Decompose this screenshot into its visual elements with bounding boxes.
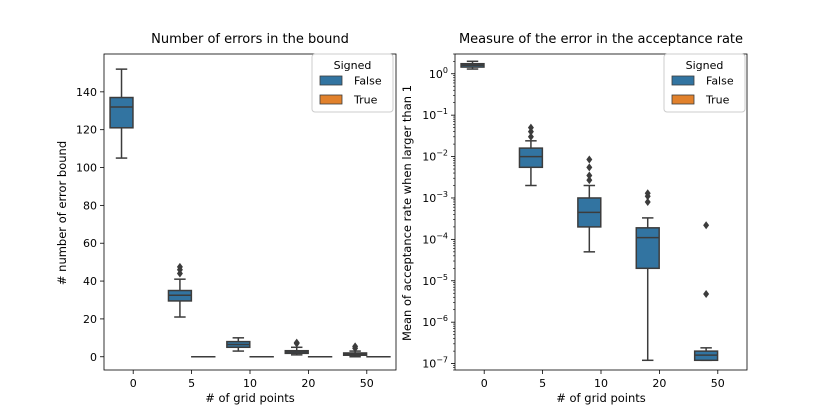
x-tick-label: 10 bbox=[243, 377, 257, 390]
x-tick-label: 0 bbox=[481, 377, 488, 390]
left-chart-legend: Signed False True bbox=[311, 53, 394, 113]
y-tick-label: 100 bbox=[429, 66, 448, 81]
legend-label-false: False bbox=[354, 75, 382, 88]
outlier-marker bbox=[586, 176, 593, 185]
outlier-marker bbox=[527, 132, 534, 141]
legend-swatch-true bbox=[319, 94, 343, 105]
y-tick-label: 40 bbox=[83, 275, 97, 288]
y-tick-label: 0 bbox=[90, 351, 97, 364]
outlier-marker bbox=[644, 189, 651, 198]
right-chart-plot: 100 10−1 10−2 10−3 10−4 10−5 10−6 10−7 0 5 10 20 50 bbox=[422, 53, 748, 390]
x-tick-label: 50 bbox=[711, 377, 725, 390]
outlier-marker bbox=[586, 163, 593, 172]
legend-swatch-false bbox=[671, 75, 695, 86]
x-tick-label: 10 bbox=[594, 377, 608, 390]
outlier-marker bbox=[352, 342, 359, 351]
y-tick-label: 60 bbox=[83, 237, 97, 250]
outlier-marker bbox=[586, 155, 593, 164]
legend-label-false: False bbox=[706, 75, 734, 88]
left-chart: Number of errors in the bound 0 20 40 60 80 1… bbox=[55, 32, 397, 405]
outlier-marker bbox=[703, 289, 710, 298]
x-tick-label: 20 bbox=[652, 377, 666, 390]
y-tick-label: 10−1 bbox=[422, 107, 448, 122]
outlier-marker bbox=[527, 123, 534, 132]
legend-title: Signed bbox=[686, 59, 724, 72]
y-tick-label: 10−4 bbox=[422, 231, 448, 246]
legend-label-true: True bbox=[353, 94, 378, 107]
y-tick-label: 100 bbox=[76, 162, 97, 175]
right-chart: Measure of the error in the acceptance r… bbox=[400, 32, 748, 405]
left-chart-ylabel: # number of error bound bbox=[55, 141, 69, 285]
left-chart-plot: 0 20 40 60 80 100 120 140 0 5 10 20 50 bbox=[76, 53, 397, 390]
x-tick-label: 5 bbox=[539, 377, 546, 390]
y-tick-label: 10−7 bbox=[422, 356, 448, 371]
box bbox=[109, 96, 134, 129]
y-tick-label: 10−2 bbox=[422, 149, 448, 164]
x-tick-label: 20 bbox=[301, 377, 315, 390]
legend-label-true: True bbox=[705, 94, 730, 107]
outlier-marker bbox=[527, 127, 534, 136]
x-tick-label: 50 bbox=[360, 377, 374, 390]
y-tick-label: 10−3 bbox=[422, 190, 448, 205]
y-tick-label: 120 bbox=[76, 124, 97, 137]
y-tick-label: 140 bbox=[76, 86, 97, 99]
right-chart-legend: Signed False True bbox=[663, 53, 746, 113]
outlier-marker bbox=[586, 171, 593, 180]
y-tick-label: 80 bbox=[83, 199, 97, 212]
box bbox=[518, 147, 544, 169]
x-tick-label: 5 bbox=[188, 377, 195, 390]
left-chart-title: Number of errors in the bound bbox=[151, 32, 349, 47]
right-chart-ylabel: Mean of acceptance rate when larger than… bbox=[400, 85, 414, 341]
y-tick-label: 20 bbox=[83, 313, 97, 326]
left-chart-xlabel: # of grid points bbox=[205, 391, 295, 405]
outlier-marker bbox=[293, 338, 300, 347]
legend-swatch-true bbox=[671, 94, 695, 105]
box bbox=[635, 227, 660, 270]
axes-frame bbox=[454, 53, 748, 371]
x-tick-label: 0 bbox=[130, 377, 137, 390]
outlier-marker bbox=[644, 197, 651, 206]
y-tick-label: 10−6 bbox=[422, 314, 448, 329]
legend-title: Signed bbox=[334, 59, 372, 72]
right-chart-title: Measure of the error in the acceptance r… bbox=[459, 32, 743, 47]
right-chart-xlabel: # of grid points bbox=[556, 391, 646, 405]
outlier-marker bbox=[703, 221, 710, 230]
outlier-marker bbox=[176, 262, 183, 271]
axes-frame bbox=[103, 53, 397, 371]
y-tick-label: 10−5 bbox=[422, 273, 448, 288]
legend-swatch-false bbox=[319, 75, 343, 86]
